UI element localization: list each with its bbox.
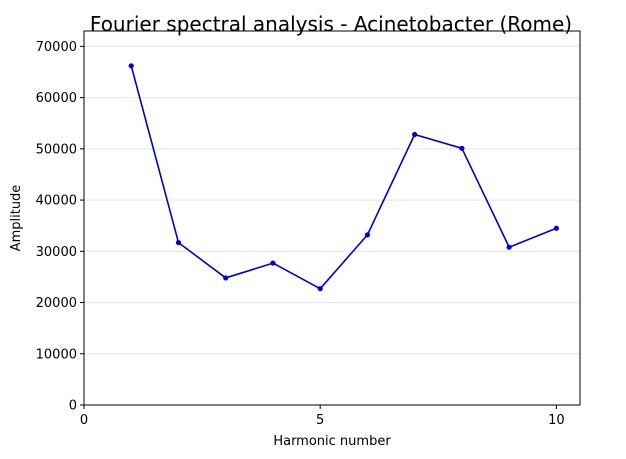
data-point	[223, 275, 229, 281]
y-tick-label: 50000	[36, 142, 77, 157]
data-point	[364, 232, 371, 238]
data-point	[270, 260, 276, 266]
data-point	[506, 244, 512, 250]
data-point	[317, 286, 323, 292]
y-tick-label: 10000	[36, 347, 77, 362]
y-axis: 0 10000 20000 30000 40000 50000 60000 70000	[36, 40, 84, 414]
y-tick-label: 30000	[36, 245, 77, 260]
data-point	[175, 239, 182, 246]
y-tick-label: 70000	[36, 40, 77, 55]
y-tick-label: 20000	[36, 296, 77, 311]
y-tick-label: 40000	[36, 194, 77, 209]
y-axis-label: Amplitude	[9, 185, 24, 252]
chart-title: Fourier spectral analysis - Acinetobacte…	[90, 12, 572, 36]
y-tick-label: 0	[69, 399, 77, 414]
data-point	[128, 63, 134, 69]
gridlines	[84, 45, 580, 406]
x-tick-label: 0	[80, 413, 88, 428]
data-point	[412, 131, 418, 138]
series-line	[130, 65, 557, 290]
x-axis: 0 5 10	[80, 405, 565, 428]
data-point	[553, 225, 559, 231]
plot-area-frame	[83, 30, 581, 406]
x-tick-label: 10	[548, 413, 565, 428]
x-tick-label: 5	[316, 413, 324, 428]
y-tick-label: 60000	[36, 91, 77, 106]
x-axis-label: Harmonic number	[273, 434, 391, 449]
data-point	[459, 145, 465, 151]
series-layer	[128, 63, 559, 292]
